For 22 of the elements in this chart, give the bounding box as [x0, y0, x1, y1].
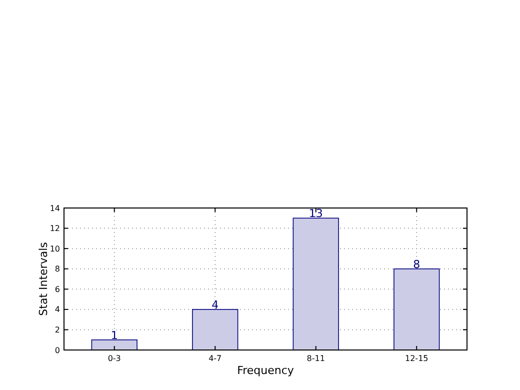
- bar: [394, 268, 440, 350]
- y-tick-label: 6: [54, 284, 60, 294]
- data-label: 8: [413, 258, 420, 271]
- data-label: 1: [110, 328, 118, 342]
- bar: [192, 309, 238, 350]
- y-tick-label: 8: [54, 264, 60, 274]
- y-tick-label: 12: [50, 224, 60, 234]
- x-tick-label: 0-3: [108, 354, 121, 363]
- y-tick-label: 2: [54, 326, 60, 335]
- y-tick-label: 10: [50, 244, 60, 254]
- y-tick-label: 4: [54, 305, 60, 314]
- x-tick-label: 12-15: [405, 354, 428, 363]
- x-axis-title: Frequency: [237, 364, 294, 377]
- y-tick-label: 0: [54, 346, 60, 355]
- data-label: 13: [308, 207, 323, 220]
- y-axis-title: Stat Intervals: [37, 242, 50, 316]
- x-tick-label: 4-7: [208, 354, 222, 363]
- x-tick-label: 8-11: [306, 354, 325, 363]
- bar: [91, 339, 138, 350]
- y-tick-label: 14: [50, 204, 60, 213]
- data-label: 4: [212, 298, 219, 312]
- bar: [292, 218, 339, 350]
